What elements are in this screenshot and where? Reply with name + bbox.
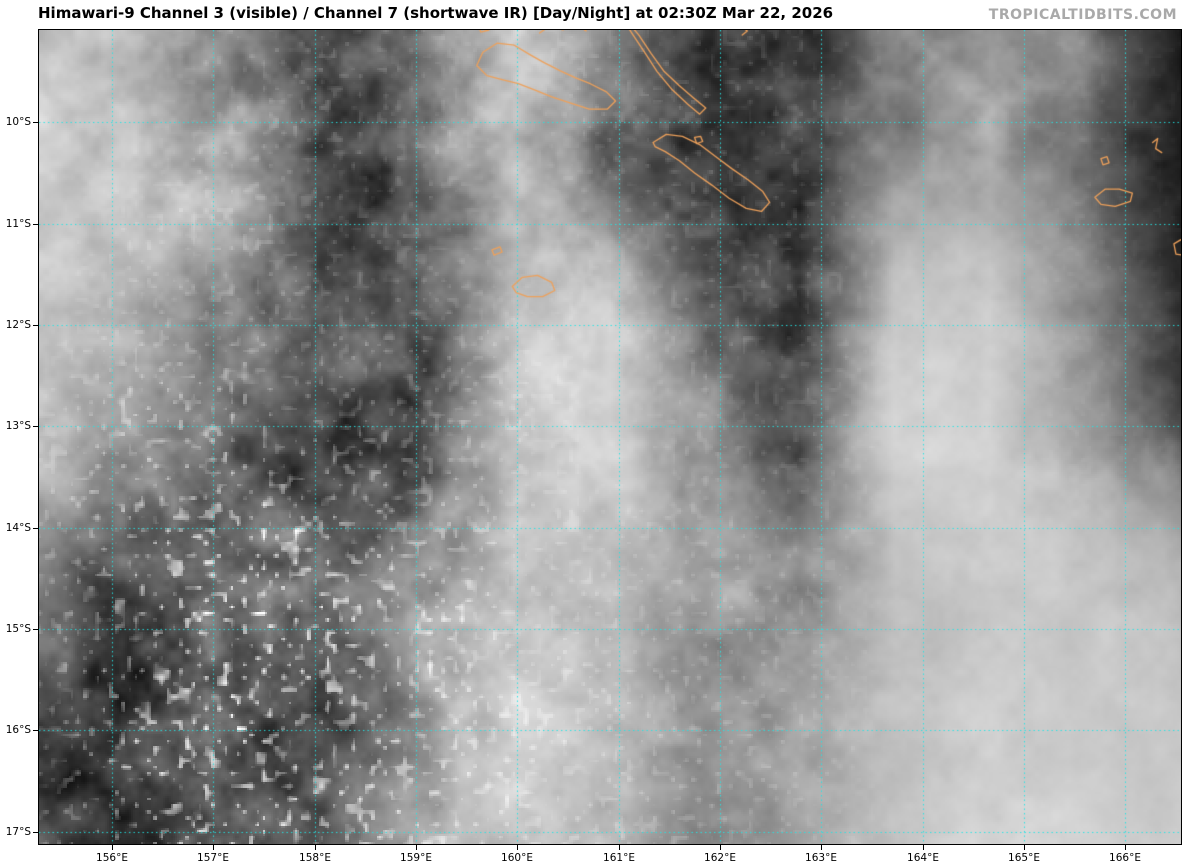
lon-tick-label: 164°E: [907, 852, 939, 864]
lat-tick: [33, 426, 38, 427]
lat-tick-label: 11°S: [5, 218, 31, 230]
lon-tick-label: 161°E: [603, 852, 635, 864]
lon-tick-label: 165°E: [1008, 852, 1040, 864]
lat-tick-label: 17°S: [5, 826, 31, 838]
lon-tick: [1125, 845, 1126, 850]
lon-tick: [619, 845, 620, 850]
map-plot-area: [38, 29, 1182, 845]
lon-tick-label: 156°E: [96, 852, 128, 864]
figure-title: Himawari-9 Channel 3 (visible) / Channel…: [38, 4, 834, 22]
lat-tick: [33, 528, 38, 529]
lon-tick-label: 163°E: [805, 852, 837, 864]
lon-tick: [517, 845, 518, 850]
lat-tick-label: 12°S: [5, 319, 31, 331]
lon-tick: [213, 845, 214, 850]
lon-tick-label: 157°E: [197, 852, 229, 864]
lon-tick: [315, 845, 316, 850]
lon-tick: [720, 845, 721, 850]
lat-tick: [33, 224, 38, 225]
watermark-tropicaltidbits: TROPICALTIDBITS.COM: [988, 7, 1177, 23]
lon-tick-label: 160°E: [501, 852, 533, 864]
lon-tick: [821, 845, 822, 850]
lat-tick: [33, 122, 38, 123]
lon-tick-label: 166°E: [1109, 852, 1141, 864]
lat-tick-label: 16°S: [5, 724, 31, 736]
grid-coastline-overlay-canvas: [39, 30, 1181, 844]
lon-tick: [416, 845, 417, 850]
lat-tick-label: 13°S: [5, 420, 31, 432]
lat-tick: [33, 832, 38, 833]
lat-tick: [33, 730, 38, 731]
lon-tick-label: 162°E: [704, 852, 736, 864]
lon-tick-label: 158°E: [299, 852, 331, 864]
lon-tick: [112, 845, 113, 850]
lon-tick: [1024, 845, 1025, 850]
lat-tick-label: 14°S: [5, 522, 31, 534]
lon-tick-label: 159°E: [400, 852, 432, 864]
lon-tick: [923, 845, 924, 850]
lat-tick: [33, 325, 38, 326]
lat-tick-label: 15°S: [5, 623, 31, 635]
lat-tick-label: 10°S: [5, 116, 31, 128]
lat-tick: [33, 629, 38, 630]
